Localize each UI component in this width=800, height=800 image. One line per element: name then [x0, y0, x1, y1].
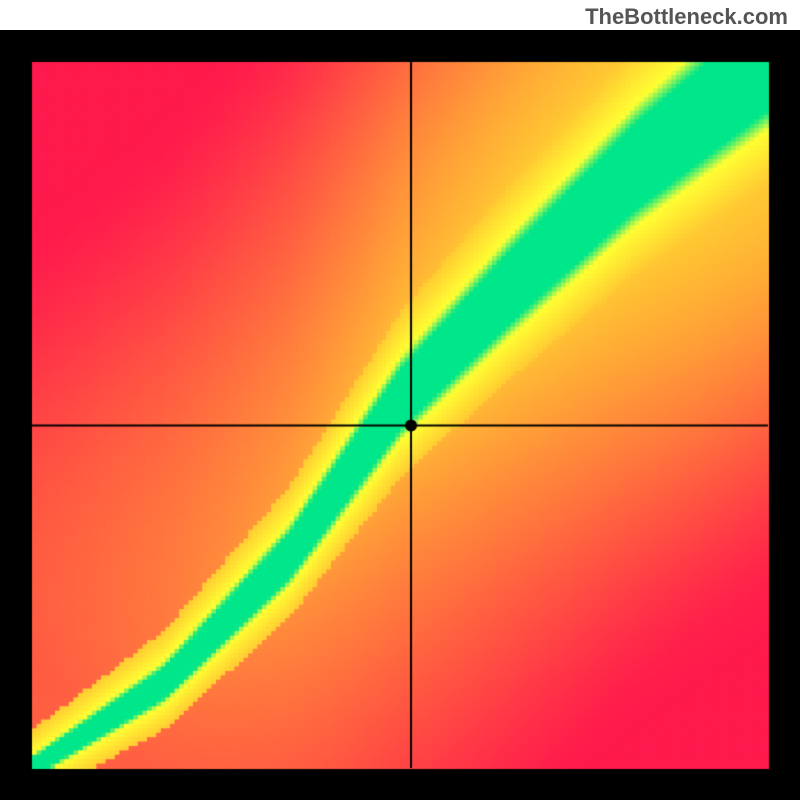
watermark-text: TheBottleneck.com: [585, 4, 788, 30]
chart-frame: [0, 30, 800, 800]
chart-container: TheBottleneck.com: [0, 0, 800, 800]
heatmap-canvas: [0, 30, 800, 800]
